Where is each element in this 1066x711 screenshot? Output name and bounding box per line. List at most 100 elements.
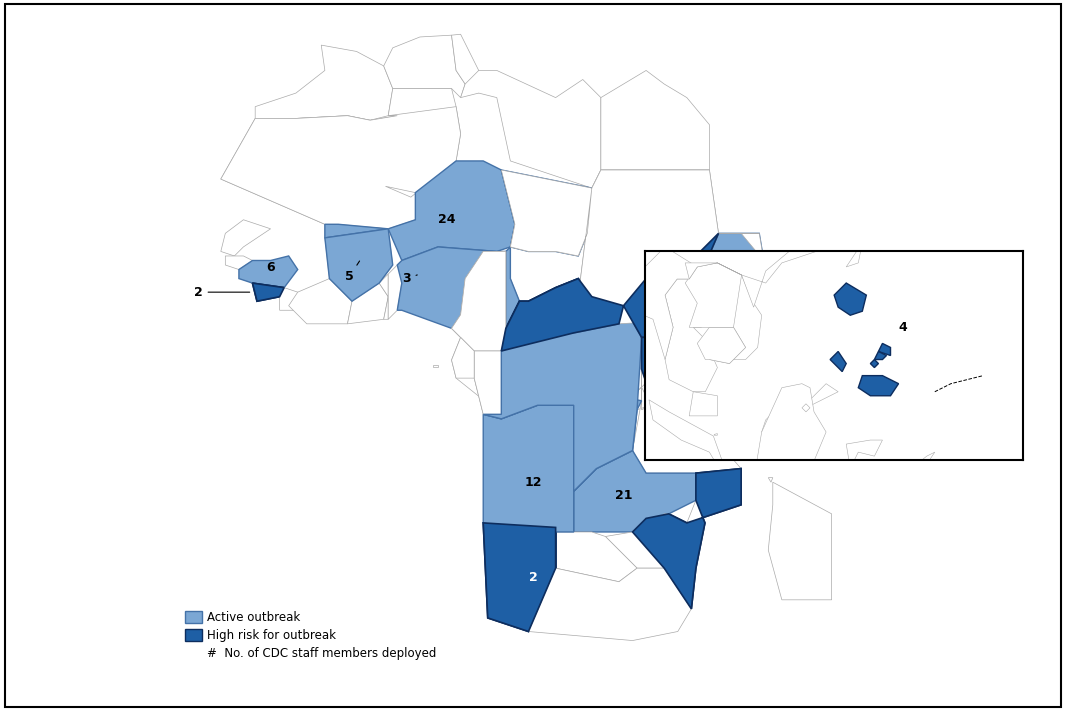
- Polygon shape: [769, 478, 773, 482]
- Text: 2: 2: [529, 571, 537, 584]
- Polygon shape: [718, 233, 763, 260]
- Polygon shape: [325, 156, 456, 233]
- Polygon shape: [642, 338, 682, 383]
- Polygon shape: [895, 555, 901, 557]
- Text: 6: 6: [266, 261, 275, 274]
- Polygon shape: [388, 260, 402, 319]
- Polygon shape: [529, 568, 692, 641]
- Polygon shape: [483, 306, 642, 491]
- Legend: Active outbreak, High risk for outbreak, #  No. of CDC staff members deployed: Active outbreak, High risk for outbreak,…: [181, 608, 440, 663]
- Polygon shape: [279, 288, 307, 310]
- Polygon shape: [388, 161, 515, 260]
- Polygon shape: [474, 338, 537, 415]
- Polygon shape: [221, 116, 410, 224]
- Polygon shape: [605, 514, 687, 568]
- Polygon shape: [846, 242, 862, 267]
- Text: 3: 3: [402, 272, 417, 285]
- Polygon shape: [452, 338, 479, 396]
- Polygon shape: [452, 252, 506, 351]
- Polygon shape: [384, 35, 465, 97]
- Polygon shape: [398, 247, 506, 328]
- Polygon shape: [384, 89, 461, 197]
- Polygon shape: [325, 229, 392, 301]
- Polygon shape: [555, 532, 637, 582]
- Text: 4: 4: [899, 321, 907, 334]
- Text: 26: 26: [782, 304, 800, 317]
- Polygon shape: [289, 279, 352, 324]
- Polygon shape: [877, 410, 879, 412]
- Polygon shape: [483, 405, 596, 532]
- Polygon shape: [452, 252, 519, 351]
- Polygon shape: [687, 501, 705, 523]
- Polygon shape: [434, 365, 438, 368]
- Polygon shape: [461, 70, 601, 188]
- Polygon shape: [501, 279, 700, 356]
- Polygon shape: [690, 392, 717, 416]
- Polygon shape: [625, 247, 697, 360]
- Polygon shape: [755, 260, 769, 269]
- Polygon shape: [697, 327, 745, 363]
- Text: 21: 21: [615, 489, 632, 502]
- Polygon shape: [637, 387, 650, 410]
- Polygon shape: [870, 360, 878, 368]
- Polygon shape: [452, 252, 506, 351]
- Polygon shape: [632, 469, 741, 609]
- Text: 5: 5: [345, 261, 359, 283]
- Polygon shape: [906, 452, 935, 472]
- Polygon shape: [483, 279, 642, 491]
- Polygon shape: [325, 224, 388, 238]
- Polygon shape: [714, 434, 717, 435]
- Polygon shape: [325, 229, 392, 301]
- Polygon shape: [874, 351, 887, 360]
- Polygon shape: [253, 283, 285, 301]
- Polygon shape: [225, 256, 253, 269]
- Polygon shape: [738, 496, 802, 508]
- Polygon shape: [574, 451, 696, 532]
- Polygon shape: [762, 384, 838, 432]
- Polygon shape: [846, 440, 883, 469]
- Polygon shape: [452, 34, 479, 93]
- Polygon shape: [253, 283, 285, 301]
- Polygon shape: [221, 220, 271, 256]
- Polygon shape: [501, 233, 718, 356]
- Text: 1: 1: [694, 412, 745, 444]
- Text: 12: 12: [524, 476, 542, 488]
- Text: 2: 2: [194, 286, 249, 299]
- Polygon shape: [685, 215, 846, 307]
- Polygon shape: [649, 400, 733, 493]
- Polygon shape: [769, 482, 831, 600]
- Polygon shape: [709, 263, 762, 363]
- Polygon shape: [682, 333, 750, 410]
- Polygon shape: [501, 170, 759, 333]
- Polygon shape: [255, 45, 392, 120]
- Polygon shape: [632, 338, 741, 473]
- Polygon shape: [745, 260, 841, 356]
- Polygon shape: [642, 338, 682, 383]
- Polygon shape: [221, 107, 461, 229]
- Polygon shape: [685, 263, 742, 327]
- Polygon shape: [802, 404, 810, 412]
- Polygon shape: [239, 256, 297, 288]
- Polygon shape: [348, 283, 388, 324]
- Polygon shape: [632, 469, 741, 609]
- Polygon shape: [483, 523, 555, 631]
- Polygon shape: [501, 279, 624, 351]
- Polygon shape: [665, 267, 717, 392]
- Polygon shape: [601, 70, 710, 170]
- Polygon shape: [637, 369, 646, 392]
- Polygon shape: [483, 523, 555, 631]
- Polygon shape: [379, 274, 388, 319]
- Polygon shape: [452, 328, 461, 338]
- Polygon shape: [325, 224, 388, 238]
- Polygon shape: [858, 375, 899, 396]
- Text: 1: 1: [674, 349, 682, 362]
- Polygon shape: [754, 384, 826, 481]
- Polygon shape: [878, 343, 890, 356]
- Polygon shape: [452, 338, 474, 378]
- Text: 24: 24: [438, 213, 456, 226]
- Polygon shape: [830, 351, 846, 372]
- Text: 1: 1: [646, 294, 655, 308]
- Polygon shape: [692, 233, 763, 296]
- Polygon shape: [501, 170, 592, 328]
- Polygon shape: [474, 351, 501, 415]
